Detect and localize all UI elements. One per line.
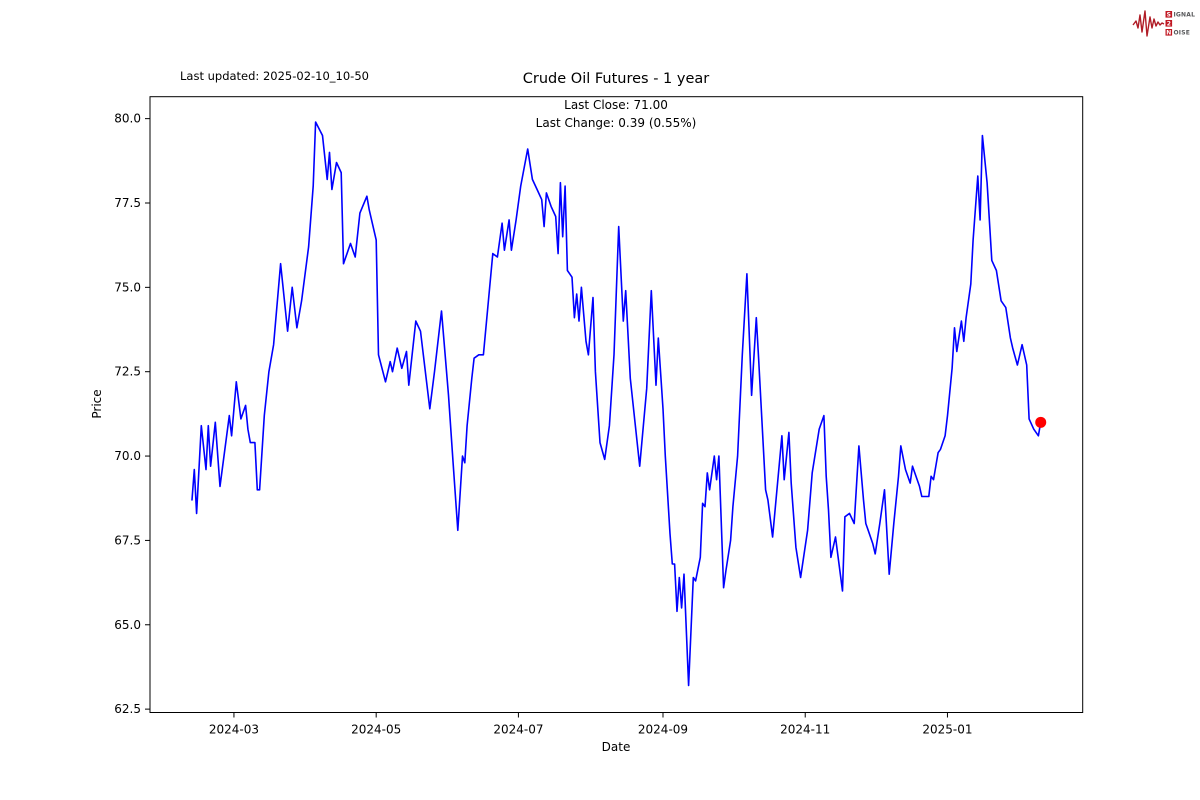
y-axis-tick-label: 70.0 (114, 449, 141, 463)
logo-text-oise: OISE (1174, 29, 1191, 36)
x-axis-label: Date (601, 740, 631, 754)
logo-letter-n: N (1166, 29, 1171, 36)
logo-letter-s: S (1167, 11, 1171, 18)
x-axis-tick-label: 2024-09 (638, 723, 688, 737)
logo-box-2 (1165, 20, 1173, 27)
x-axis-tick-label: 2024-05 (351, 723, 401, 737)
y-axis-tick-label: 77.5 (114, 196, 141, 210)
plot-border (149, 96, 1084, 713)
last-close-marker (1035, 416, 1047, 428)
x-axis-tick-label: 2025-01 (922, 723, 972, 737)
logo-waveform-icon (1132, 10, 1165, 37)
x-axis-tick-label: 2024-07 (493, 723, 543, 737)
x-axis-tick-label: 2024-03 (209, 723, 259, 737)
y-axis-label: Price (90, 389, 104, 419)
x-axis-tick-label: 2024-11 (780, 723, 830, 737)
chart-title: Crude Oil Futures - 1 year (522, 71, 710, 87)
last-updated-label: Last updated: 2025-02-10_10-50 (180, 69, 369, 83)
y-axis-tick-label: 65.0 (114, 618, 141, 632)
y-axis-tick-label: 62.5 (114, 702, 141, 716)
logo-text-ignal: IGNAL (1174, 11, 1196, 18)
logo-box-s (1165, 11, 1173, 18)
logo-letter-2: 2 (1167, 20, 1171, 27)
y-axis-tick-label: 72.5 (114, 365, 141, 379)
y-axis-tick-label: 75.0 (114, 280, 141, 294)
y-axis-tick-label: 80.0 (114, 112, 141, 126)
price-line (191, 121, 1042, 687)
s2n-logo: S IGNAL 2 N OISE (1132, 10, 1196, 37)
last-close-annotation: Last Close: 71.00 (564, 98, 668, 112)
y-axis-tick-label: 67.5 (114, 533, 141, 547)
logo-box-n (1165, 29, 1173, 36)
last-change-annotation: Last Change: 0.39 (0.55%) (535, 116, 697, 130)
